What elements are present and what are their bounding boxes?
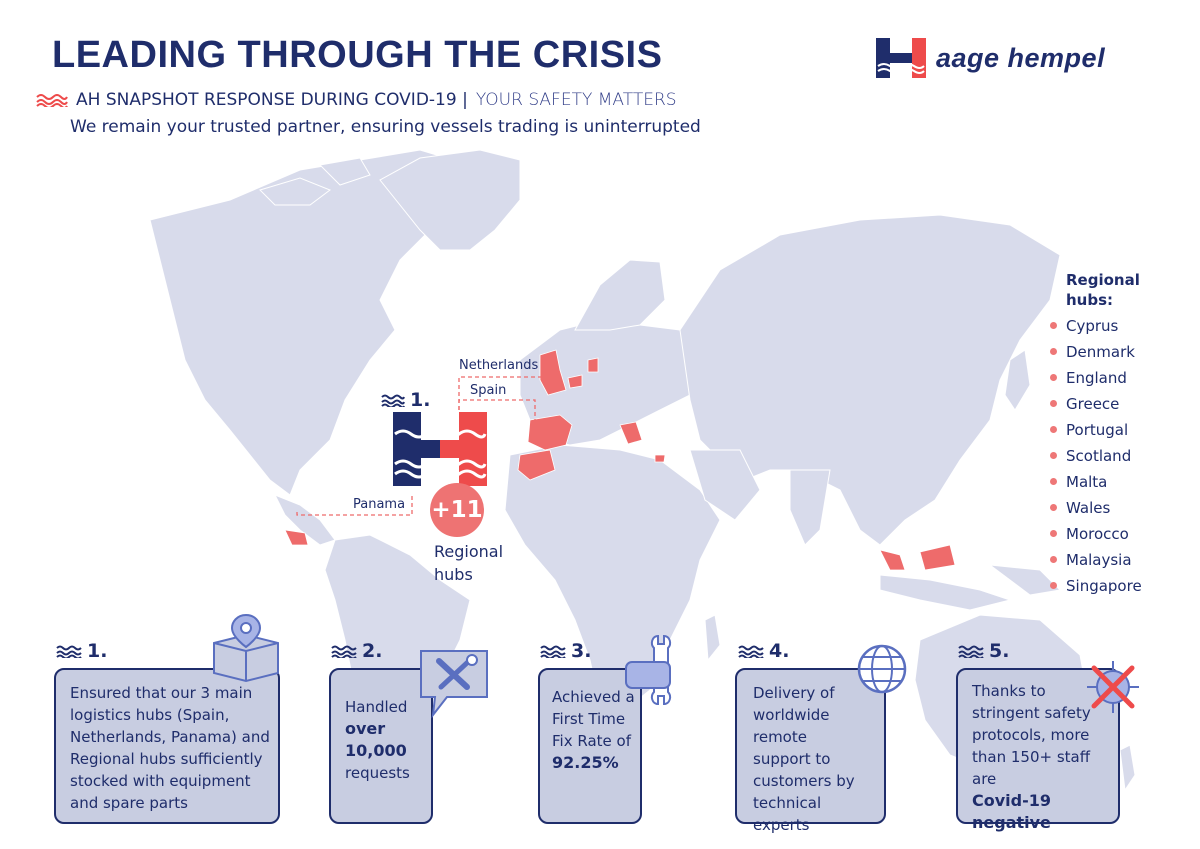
wave-icon [36,94,68,107]
map-label-spain: Spain [470,383,507,398]
list-item: Cyprus [1050,316,1142,342]
tagline: We remain your trusted partner, ensuring… [70,117,701,137]
map-label-netherlands: Netherlands [459,358,539,373]
step-1-card: Ensured that our 3 main logistics hubs (… [54,668,280,824]
regional-hubs-count-badge: +11 [430,483,484,537]
hub-marker-number: 1. [381,389,430,411]
wave-icon [958,645,984,658]
list-item: Scotland [1050,446,1142,472]
wave-icon [331,645,357,658]
bullet-dot-icon [1050,374,1057,381]
wave-icon [56,645,82,658]
step-1-text: Ensured that our 3 main logistics hubs (… [70,684,270,812]
regional-hubs-list: Cyprus Denmark England Greece Portugal S… [1050,316,1142,602]
step-4-number: 4. [738,640,789,662]
bullet-dot-icon [1050,400,1057,407]
step-1-number: 1. [56,640,107,662]
list-item: Denmark [1050,342,1142,368]
step-3-number: 3. [540,640,591,662]
package-location-icon [213,613,279,683]
wave-icon [738,645,764,658]
hub-h-logo-icon [393,412,487,486]
brand-name: aage hempel [936,42,1106,73]
bullet-dot-icon [1050,322,1057,329]
list-item: Malta [1050,472,1142,498]
wave-icon [381,394,405,407]
bullet-dot-icon [1050,582,1057,589]
list-item: Portugal [1050,420,1142,446]
bullet-dot-icon [1050,556,1057,563]
tools-chat-icon [420,650,488,719]
step-3-text: Achieved a First Time Fix Rate of 92.25% [552,688,635,772]
list-item: England [1050,368,1142,394]
subtitle-strong: AH SNAPSHOT RESPONSE DURING COVID-19 | [76,90,468,110]
step-2-card: Handled over 10,000 requests [329,668,433,824]
subtitle-light: YOUR SAFETY MATTERS [475,90,677,110]
step-4-card: Delivery of worldwide remote support to … [735,668,886,834]
regional-hubs-label: Regional hubs [434,542,504,584]
step-4-text: Delivery of worldwide remote support to … [753,684,855,834]
wrench-hand-icon [625,634,672,706]
bullet-dot-icon [1050,478,1057,485]
hub-marker-label: 1. [410,389,431,411]
list-item: Singapore [1050,576,1142,602]
step-5-number: 5. [958,640,1009,662]
bullet-dot-icon [1050,348,1057,355]
step-5-card: Thanks to stringent safety protocols, mo… [956,668,1120,832]
list-item: Greece [1050,394,1142,420]
map-label-panama: Panama [353,497,406,512]
step-3-card: Achieved a First Time Fix Rate of 92.25% [538,668,642,824]
bullet-dot-icon [1050,452,1057,459]
bullet-dot-icon [1050,426,1057,433]
brand-logo: aage hempel [876,38,1105,78]
aage-hempel-h-logo-icon [876,38,926,78]
list-item: Wales [1050,498,1142,524]
page-title: LEADING THROUGH THE CRISIS [52,34,663,76]
virus-crossed-icon [1087,661,1139,713]
regional-hubs-title: Regional hubs: [1066,271,1140,309]
globe-icon [857,644,907,694]
step-2-number: 2. [331,640,382,662]
list-item: Morocco [1050,524,1142,550]
list-item: Malaysia [1050,550,1142,576]
subtitle: AH SNAPSHOT RESPONSE DURING COVID-19 | Y… [36,90,677,110]
step-2-text: Handled over 10,000 requests [345,698,410,782]
step-5-text: Thanks to stringent safety protocols, mo… [972,682,1091,832]
bullet-dot-icon [1050,530,1057,537]
wave-icon [540,645,566,658]
bullet-dot-icon [1050,504,1057,511]
